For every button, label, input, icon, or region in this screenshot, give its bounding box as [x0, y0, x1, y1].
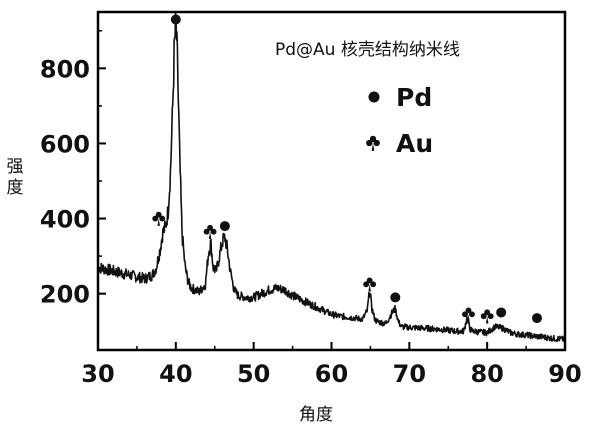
legend-label-pd: Pd: [396, 83, 432, 112]
y-axis-ticks: 200 400 600 800: [40, 30, 106, 309]
y-tick-label-400: 400: [40, 206, 90, 234]
circle-shape: [496, 307, 507, 318]
au-peak-marker-7: [480, 309, 494, 324]
plot-frame: [96, 10, 567, 352]
x-tick-label-30: 30: [81, 360, 114, 388]
circle-shape: [219, 221, 230, 232]
legend-au-club-icon: [366, 135, 380, 151]
x-tick-label-70: 70: [393, 360, 426, 388]
club-lobe: [152, 215, 159, 222]
club-lobe: [366, 277, 373, 284]
pd-peak-marker-0: [170, 14, 181, 25]
club-lobe: [155, 211, 162, 218]
club-lobe: [203, 228, 210, 235]
circle-shape: [170, 14, 181, 25]
club-stem: [485, 316, 489, 324]
club-stem: [467, 314, 470, 322]
club-lobe: [484, 309, 491, 316]
x-tick-label-80: 80: [470, 360, 503, 388]
y-axis-label: 强 度: [7, 157, 24, 198]
chart-title: Pd@Au 核壳结构纳米线: [275, 40, 460, 60]
pd-peak-marker-5: [390, 292, 401, 303]
circle-shape: [368, 91, 380, 103]
club-lobe: [363, 281, 370, 288]
club-lobe: [369, 135, 377, 143]
legend-label-au: Au: [396, 129, 433, 158]
circle-shape: [390, 292, 401, 303]
x-tick-label-40: 40: [159, 360, 192, 388]
club-lobe: [210, 228, 217, 235]
x-axis-ticks: 30 40 50 60 70 80 90: [81, 342, 582, 388]
x-tick-label-90: 90: [548, 360, 581, 388]
au-peak-marker-1: [152, 211, 166, 226]
club-lobe: [462, 311, 468, 318]
club-stem: [208, 231, 212, 240]
y-axis-label-char-2: 度: [7, 178, 24, 198]
club-lobe: [159, 215, 166, 222]
pd-peak-marker-3: [219, 221, 230, 232]
club-lobe: [487, 313, 494, 320]
club-lobe: [366, 139, 373, 147]
x-tick-label-50: 50: [237, 360, 270, 388]
y-axis-label-char-1: 强: [7, 157, 24, 177]
club-lobe: [480, 313, 487, 320]
au-peak-marker-2: [203, 224, 217, 240]
club-stem: [368, 284, 371, 292]
club-stem: [157, 218, 160, 226]
series-line-xrd: [97, 11, 566, 343]
y-tick-label-800: 800: [40, 55, 90, 83]
peak-markers: [152, 14, 542, 324]
au-peak-marker-4: [363, 277, 377, 292]
pd-peak-marker-8: [496, 307, 507, 318]
y-tick-label-600: 600: [40, 130, 90, 158]
club-stem: [371, 143, 375, 151]
club-lobe: [465, 307, 472, 314]
legend-pd-circle-icon: [368, 91, 380, 103]
club-lobe: [207, 224, 214, 231]
circle-shape: [531, 313, 542, 324]
club-lobe: [469, 311, 475, 318]
x-axis-label: 角度: [299, 405, 333, 425]
x-tick-label-60: 60: [315, 360, 348, 388]
club-lobe: [370, 281, 377, 288]
au-peak-marker-6: [462, 307, 475, 322]
y-tick-label-200: 200: [40, 281, 90, 309]
legend: Pd Au: [366, 83, 433, 158]
club-lobe: [373, 139, 380, 147]
pd-peak-marker-9: [531, 313, 542, 324]
